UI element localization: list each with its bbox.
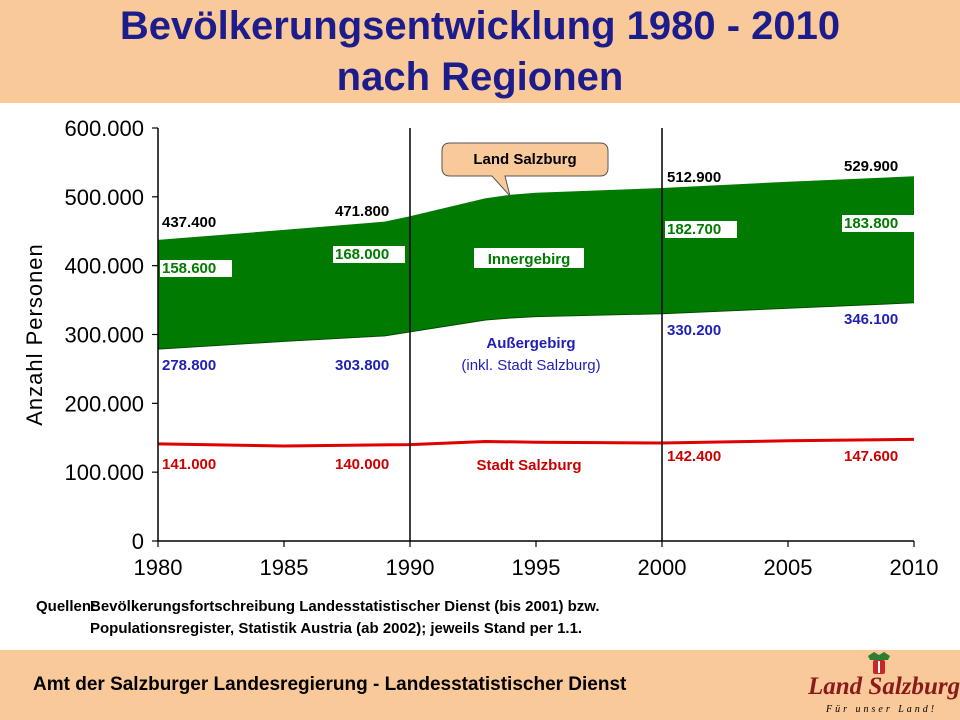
innergebirg-value-label: 182.700 xyxy=(667,221,721,238)
stadt-value-label: 142.400 xyxy=(667,448,721,465)
land-salzburg-callout-label: Land Salzburg xyxy=(473,151,576,168)
innergebirg-value-label: 168.000 xyxy=(335,246,389,263)
y-tick-label: 600.000 xyxy=(64,116,144,141)
y-tick-label: 500.000 xyxy=(64,185,144,210)
innergebirg-title-box xyxy=(474,248,584,268)
aussergebirg-note: (inkl. Stadt Salzburg) xyxy=(461,357,600,374)
header-banner: Bevölkerungsentwicklung 1980 - 2010 nach… xyxy=(0,0,960,103)
innergebirg-value-label: 158.600 xyxy=(162,260,216,277)
y-axis-label: Anzahl Personen xyxy=(22,243,47,426)
sources-line-2: Populationsregister, Statistik Austria (… xyxy=(90,620,583,637)
total-value-label: 529.900 xyxy=(844,158,898,175)
x-tick-label: 1990 xyxy=(386,555,435,580)
aussergebirg-value-label: 346.100 xyxy=(844,311,898,328)
y-tick-label: 200.000 xyxy=(64,391,144,416)
aussergebirg-title: Außergebirg xyxy=(486,335,575,352)
population-chart: 0 100.000 200.000 300.000 400.000 500.000 600.… xyxy=(22,116,939,580)
total-value-label: 437.400 xyxy=(162,214,216,231)
stadt-value-label: 141.000 xyxy=(162,456,216,473)
total-value-label: 471.800 xyxy=(335,203,389,220)
logo-wordmark: Land Salzburg xyxy=(808,673,960,700)
page-subtitle: nach Regionen xyxy=(336,55,624,99)
page-title: Bevölkerungsentwicklung 1980 - 2010 xyxy=(119,4,841,48)
innergebirg-label-box xyxy=(333,246,405,263)
stadt-salzburg-line xyxy=(157,437,915,448)
sources-line-1: Bevölkerungsfortschreibung Landesstatist… xyxy=(90,598,600,615)
x-tick-label: 2010 xyxy=(890,555,939,580)
stadt-value-label: 147.600 xyxy=(844,448,898,465)
x-tick-label: 1985 xyxy=(260,555,309,580)
stadt-value-label: 140.000 xyxy=(335,456,389,473)
x-tick-label: 2005 xyxy=(764,555,813,580)
innergebirg-value-label: 183.800 xyxy=(844,215,898,232)
y-tick-label: 100.000 xyxy=(64,460,144,485)
aussergebirg-value-label: 278.800 xyxy=(162,357,216,374)
stadt-salzburg-title: Stadt Salzburg xyxy=(476,457,581,474)
aussergebirg-value-label: 330.200 xyxy=(667,322,721,339)
innergebirg-label-box xyxy=(665,221,737,238)
logo-slogan: Für unser Land! xyxy=(826,704,938,715)
footer-text: Amt der Salzburger Landesregierung - Lan… xyxy=(33,674,627,695)
innergebirg-title: Innergebirg xyxy=(488,251,571,268)
innergebirg-label-box xyxy=(842,215,914,232)
y-tick-label: 0 xyxy=(132,529,144,554)
land-salzburg-callout xyxy=(441,142,609,197)
aussergebirg-line xyxy=(157,302,915,350)
total-value-label: 512.900 xyxy=(667,169,721,186)
aussergebirg-value-label: 303.800 xyxy=(335,357,389,374)
x-tick-label: 1995 xyxy=(512,555,561,580)
x-tick-label: 1980 xyxy=(134,555,183,580)
x-tick-label: 2000 xyxy=(638,555,687,580)
footer-banner: Amt der Salzburger Landesregierung - Lan… xyxy=(0,650,960,720)
land-salzburg-logo: Land Salzburg Für unser Land! xyxy=(796,650,960,720)
innergebirg-label-box xyxy=(160,260,232,277)
y-tick-label: 300.000 xyxy=(64,323,144,348)
y-tick-label: 400.000 xyxy=(64,254,144,279)
sources-label: Quellen: xyxy=(36,598,97,615)
crest-icon xyxy=(868,652,890,674)
